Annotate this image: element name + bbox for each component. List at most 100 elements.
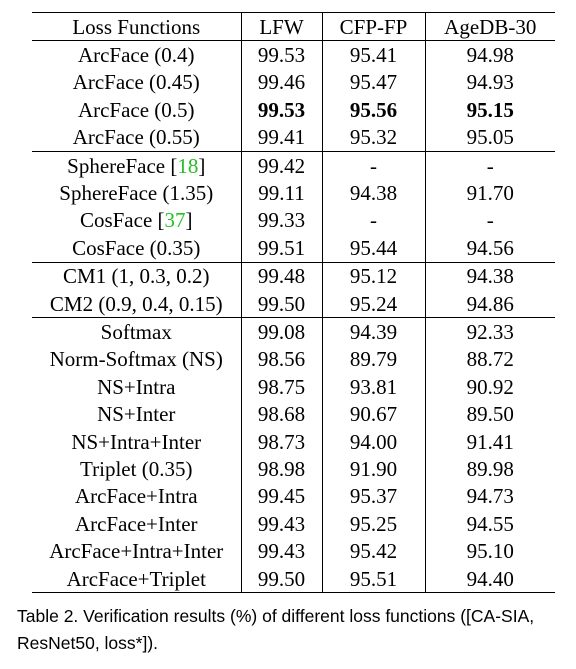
cfp-fp-value-cell: 95.37 [321,482,425,511]
loss-function-cell: CosFace [37] [79,208,193,233]
lfw-value-cell: 99.43 [240,510,322,538]
loss-function-name: ArcFace+Intra+Inter [49,539,224,564]
agedb-30-value-cell: 91.70 [424,179,555,207]
agedb-30-value-cell: 94.73 [424,482,555,511]
lfw-value-cell: 99.46 [240,68,322,97]
loss-function-name: ArcFace+Intra [74,484,198,509]
table-row: CosFace (0.35) 99.51 95.44 94.56 [32,234,555,263]
agedb-30-value-cell: 89.98 [424,455,555,483]
lfw-value-cell: 99.45 [240,482,322,511]
loss-function-name: ArcFace (0.4) [77,43,195,68]
table-row: Triplet (0.35) 98.98 91.90 89.98 [32,455,555,483]
loss-function-cell: ArcFace+Intra [32,483,241,510]
cfp-fp-value-cell: 95.41 [321,40,425,69]
table-row: CosFace [37] 99.33- - [32,206,555,235]
cfp-fp-value-cell: 95.44 [321,234,425,263]
cfp-fp-value-cell: 94.39 [321,317,425,346]
cfp-fp-value-cell: 94.00 [321,427,425,456]
agedb-30-value-cell: - [424,206,555,235]
table-row: ArcFace (0.55) 99.41 95.32 95.05 [32,123,555,152]
results-table-container: Loss Functions LFW CFP-FP AgeDB-30 ArcFa… [32,12,555,593]
agedb-30-value-cell: 94.93 [424,68,555,97]
loss-function-cell: ArcFace (0.5) [32,96,241,123]
loss-function-cell: NS+Intra [32,373,241,400]
cfp-fp-value-cell: - [321,150,425,180]
loss-function-name: ArcFace (0.5) [77,97,195,122]
loss-function-cell: Softmax [32,317,241,346]
loss-function-name: CM2 (0.9, 0.4, 0.15) [49,291,223,316]
agedb-30-value-cell: 94.38 [424,261,555,290]
table-row: ArcFace+Triplet 99.50 95.51 94.40 [32,564,555,593]
table-header-row: Loss Functions LFW CFP-FP AgeDB-30 [32,12,555,41]
loss-function-name: Softmax [100,319,172,344]
loss-function-name: CosFace [79,208,153,233]
cfp-fp-value-cell: 95.24 [321,289,425,318]
cfp-fp-value-cell: 95.12 [321,261,425,290]
loss-function-name: NS+Intra [97,374,176,399]
agedb-30-value-cell: 94.56 [424,234,555,263]
agedb-30-value-cell: 88.72 [424,345,555,374]
lfw-value-cell: 99.50 [240,564,322,593]
lfw-value-cell: 99.51 [240,234,322,263]
table-group: Softmax 99.08 94.39 92.33 Norm-Softmax (NS) 9… [32,317,555,593]
loss-function-name: ArcFace+Inter [74,511,198,536]
table-group: ArcFace (0.4) 99.53 95.41 94.98 ArcFace (0.4… [32,40,555,152]
citation-link[interactable]: 18 [177,153,199,178]
cfp-fp-value-cell: 95.51 [321,564,425,593]
table-row: CM2 (0.9, 0.4, 0.15) 99.50 95.24 94.86 [32,289,555,318]
loss-function-cell: ArcFace (0.55) [32,124,241,152]
loss-function-cell: NS+Intra+Inter [32,428,241,455]
agedb-30-value-cell: 94.55 [424,510,555,538]
agedb-30-value-cell: 89.50 [424,400,555,428]
loss-function-cell: ArcFace+Intra+Inter [32,537,241,564]
lfw-value-cell: 99.43 [240,537,322,565]
cfp-fp-value-cell: 93.81 [321,373,425,401]
agedb-30-value-cell: 95.10 [424,537,555,565]
loss-function-name: NS+Intra+Inter [71,429,202,454]
agedb-30-value-cell: 95.15 [424,96,555,124]
lfw-value-cell: 99.08 [240,317,322,346]
lfw-value-cell: 98.56 [240,345,322,374]
cfp-fp-value-cell: 89.79 [321,345,425,374]
header-loss-functions: Loss Functions [72,14,201,39]
loss-function-name: CosFace (0.35) [72,235,201,260]
table-row: SphereFace (1.35) 99.11 94.38 91.70 [32,179,555,207]
cfp-fp-value-cell: 91.90 [321,455,425,483]
table-row: ArcFace+Intra+Inter 99.43 95.42 95.10 [32,537,555,565]
agedb-30-value-cell: 91.41 [424,427,555,456]
lfw-value-cell: 99.41 [240,123,322,152]
loss-function-cell: SphereFace [18] [32,150,241,180]
table-row: ArcFace (0.5) 99.53 95.56 95.15 [32,96,555,124]
table-caption: Table 2. Verification results (%) of dif… [17,606,535,653]
cfp-fp-value-cell: 95.42 [321,537,425,565]
loss-function-cell: CosFace (0.35) [32,234,241,262]
loss-function-name: SphereFace [67,153,166,178]
table-row: NS+Intra+Inter 98.73 94.00 91.41 [32,427,555,456]
loss-function-cell: ArcFace+Triplet [32,565,241,593]
lfw-value-cell: 99.50 [240,289,322,318]
header-cfp-fp: CFP-FP [321,12,425,41]
lfw-value-cell: 98.75 [240,373,322,401]
agedb-30-value-cell: 94.86 [424,289,555,318]
lfw-value-cell: 99.11 [240,179,322,207]
loss-function-cell: CM2 (0.9, 0.4, 0.15) [32,290,241,318]
cfp-fp-value-cell: 95.32 [321,123,425,152]
lfw-value-cell: 99.53 [240,40,322,69]
table-row: ArcFace+Inter 99.43 95.25 94.55 [32,510,555,538]
loss-function-cell: ArcFace (0.45) [32,69,241,96]
verification-results-table: Loss Functions LFW CFP-FP AgeDB-30 ArcFa… [32,12,555,593]
cfp-fp-value-cell: - [321,206,425,235]
loss-function-cell: SphereFace (1.35) [32,179,241,206]
table-row: NS+Intra 98.75 93.81 90.92 [32,373,555,401]
loss-function-cell: ArcFace (0.4) [32,41,241,69]
table-row: ArcFace (0.4) 99.53 95.41 94.98 [32,40,555,69]
table-row: ArcFace+Intra 99.45 95.37 94.73 [32,482,555,511]
agedb-30-value-cell: 90.92 [424,373,555,401]
lfw-value-cell: 98.73 [240,427,322,456]
cfp-fp-value-cell: 94.38 [321,179,425,207]
citation-link[interactable]: 37 [164,208,186,233]
cfp-fp-value-cell: 95.47 [321,68,425,97]
table-group: SphereFace [18] 99.42- - SphereFace (1.35) 9… [32,150,555,263]
loss-function-cell: CM1 (1, 0.3, 0.2) [32,261,241,290]
agedb-30-value-cell: 94.98 [424,40,555,69]
